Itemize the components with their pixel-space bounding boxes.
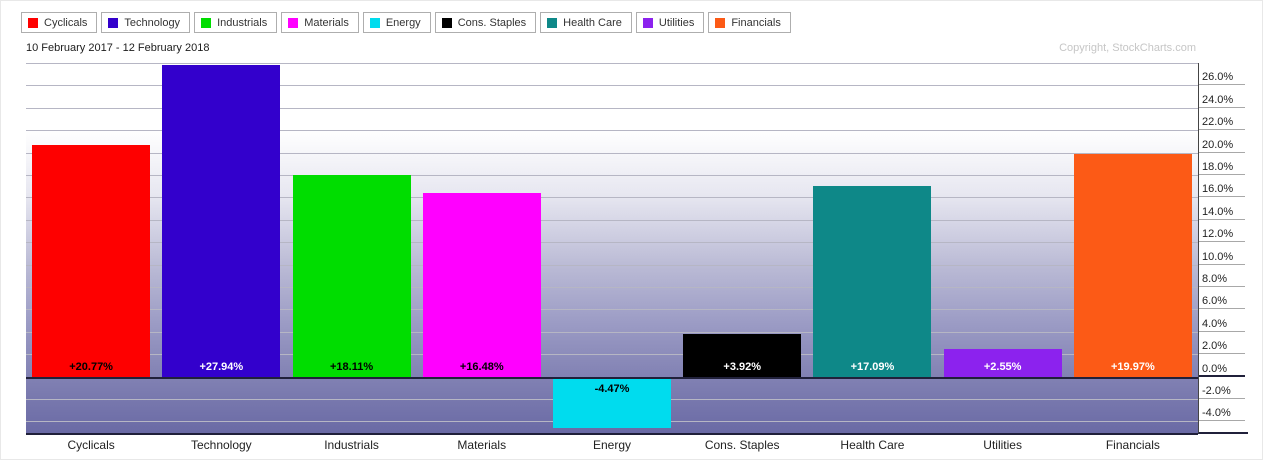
legend-item-financials[interactable]: Financials xyxy=(708,12,791,33)
legend-item-label: Utilities xyxy=(658,16,695,29)
legend-item-label: Energy xyxy=(385,16,421,29)
legend-bar: Cyclicals Technology Industrials Materials E… xyxy=(21,12,791,33)
y-tick-rule xyxy=(1199,84,1245,86)
y-tick-rule xyxy=(1199,241,1245,243)
legend-swatch-icon xyxy=(288,17,299,28)
copyright-label: Copyright, StockCharts.com xyxy=(1059,42,1196,54)
legend-item-cyclicals[interactable]: Cyclicals xyxy=(21,12,98,33)
y-tick-rule xyxy=(1199,151,1245,153)
legend-swatch-icon xyxy=(28,17,38,28)
legend-item-industrials[interactable]: Industrials xyxy=(194,12,278,33)
y-tick-rule xyxy=(1199,330,1245,332)
bar-industrials[interactable] xyxy=(292,174,411,378)
grid-line xyxy=(26,152,1198,154)
x-axis-label: Cyclicals xyxy=(67,438,115,452)
bar-technology[interactable] xyxy=(162,64,281,378)
y-tick-label: 20.0% xyxy=(1202,138,1234,151)
y-tick-rule xyxy=(1199,196,1245,198)
x-axis-label: Financials xyxy=(1105,438,1160,452)
grid-line xyxy=(26,85,1198,87)
grid-line xyxy=(26,107,1198,109)
y-tick-rule xyxy=(1199,129,1245,131)
y-tick-rule xyxy=(1199,353,1245,355)
legend-item-health-care[interactable]: Health Care xyxy=(540,12,632,33)
bar-cyclicals[interactable] xyxy=(32,144,151,378)
y-tick-label: 16.0% xyxy=(1202,183,1234,196)
legend-item-label: Cons. Staples xyxy=(457,16,527,29)
x-axis: Cyclicals Technology Industrials Materials E… xyxy=(26,438,1198,452)
legend-swatch-icon xyxy=(547,17,558,28)
zero-line xyxy=(26,376,1198,379)
grid-line xyxy=(26,264,1198,266)
x-axis-label: Utilities xyxy=(983,438,1022,452)
y-tick-label: 4.0% xyxy=(1202,317,1228,330)
bar-utilities[interactable] xyxy=(943,349,1062,378)
grid-line xyxy=(26,130,1198,132)
grid-line xyxy=(26,354,1198,356)
y-tick-rule xyxy=(1199,420,1245,422)
grid-line xyxy=(26,242,1198,244)
y-tick-rule xyxy=(1199,308,1245,310)
legend-swatch-icon xyxy=(441,17,452,28)
y-tick-label: 22.0% xyxy=(1202,116,1234,129)
date-range-label: 10 February 2017 - 12 February 2018 xyxy=(26,42,210,54)
legend-item-label: Health Care xyxy=(563,16,622,29)
y-tick-label: 6.0% xyxy=(1202,295,1228,308)
y-axis: 26.0% 24.0% 22.0% 20.0% 18.0% 16.0% 14.0% 12.0%… xyxy=(1198,63,1248,434)
legend-item-label: Industrials xyxy=(217,16,268,29)
x-axis-label: Cons. Staples xyxy=(704,438,780,452)
grid-line xyxy=(26,197,1198,199)
legend-item-technology[interactable]: Technology xyxy=(101,12,191,33)
grid-line xyxy=(26,286,1198,288)
grid-line xyxy=(26,175,1198,176)
y-tick-label: 10.0% xyxy=(1202,250,1234,263)
y-tick-rule xyxy=(1199,374,1245,377)
bar-cons-staples[interactable] xyxy=(683,333,802,378)
y-tick-rule xyxy=(1199,285,1245,287)
bar-materials[interactable] xyxy=(422,193,541,378)
legend-swatch-icon xyxy=(369,17,380,28)
y-tick-rule xyxy=(1199,263,1245,265)
legend-swatch-icon xyxy=(715,17,726,28)
bar-financials[interactable] xyxy=(1073,153,1192,378)
y-tick-label: 12.0% xyxy=(1202,228,1234,241)
y-tick-label: -2.0% xyxy=(1202,384,1231,397)
x-axis-label: Technology xyxy=(190,438,252,452)
plot-area: +20.77% +27.94% +18.11% +16.48% -4.47% +3.92%… xyxy=(26,63,1198,435)
y-tick-rule xyxy=(1199,106,1245,108)
legend-item-utilities[interactable]: Utilities xyxy=(635,12,705,33)
legend-item-label: Financials xyxy=(731,16,781,29)
bar-energy[interactable] xyxy=(553,377,671,428)
grid-line xyxy=(26,309,1198,311)
legend-item-label: Cyclicals xyxy=(44,16,88,29)
y-tick-label: 8.0% xyxy=(1202,272,1228,285)
y-tick-label: 14.0% xyxy=(1202,205,1234,218)
bar-health-care[interactable] xyxy=(813,186,932,378)
legend-item-materials[interactable]: Materials xyxy=(281,12,359,33)
x-axis-label: Materials xyxy=(457,438,507,452)
grid-line xyxy=(26,219,1198,221)
y-tick-label: 18.0% xyxy=(1202,161,1234,173)
legend-swatch-icon xyxy=(201,17,212,28)
grid-line xyxy=(26,331,1198,333)
y-tick-rule xyxy=(1199,397,1245,399)
legend-swatch-icon xyxy=(642,17,653,28)
y-tick-rule xyxy=(1199,174,1245,175)
y-tick-label: 24.0% xyxy=(1202,93,1234,106)
x-axis-label: Industrials xyxy=(324,438,379,452)
x-axis-label: Health Care xyxy=(840,438,905,452)
y-tick-label: 26.0% xyxy=(1202,71,1234,84)
y-tick-label: 0.0% xyxy=(1202,362,1228,375)
legend-item-label: Materials xyxy=(304,16,349,29)
y-tick-label: 2.0% xyxy=(1202,340,1228,353)
legend-item-label: Technology xyxy=(124,16,181,29)
x-axis-label: Energy xyxy=(592,438,631,452)
y-tick-label: -4.0% xyxy=(1202,407,1231,420)
legend-item-energy[interactable]: Energy xyxy=(362,12,431,33)
legend-item-cons-staples[interactable]: Cons. Staples xyxy=(434,12,537,33)
y-tick-rule xyxy=(1199,218,1245,220)
legend-swatch-icon xyxy=(108,17,119,28)
